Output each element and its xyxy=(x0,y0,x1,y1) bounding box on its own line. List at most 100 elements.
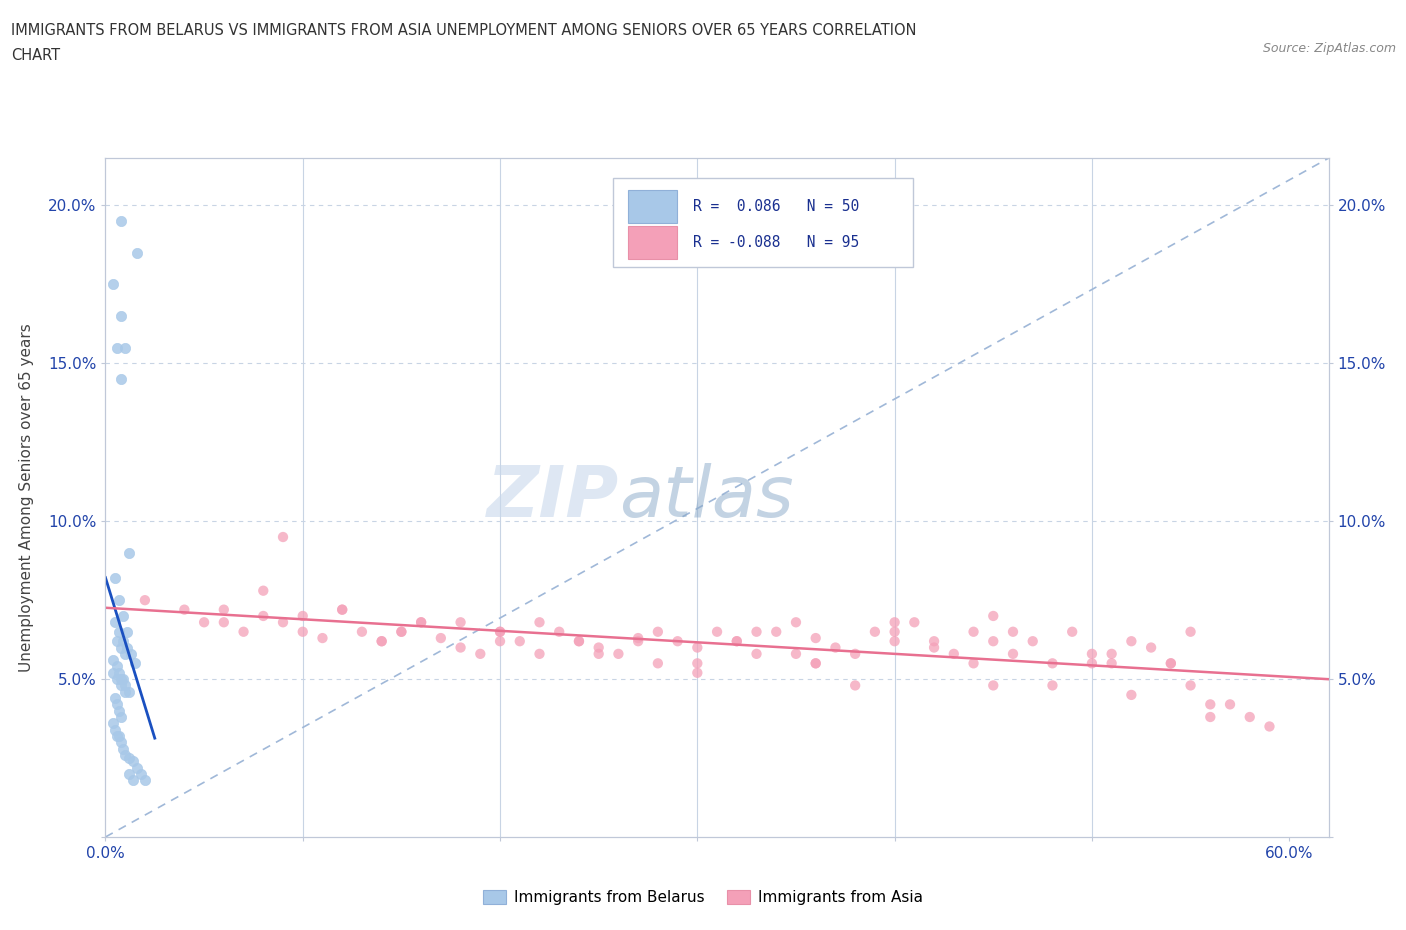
Point xyxy=(1121,687,1143,702)
Point xyxy=(271,529,294,544)
Y-axis label: Unemployment Among Seniors over 65 years: Unemployment Among Seniors over 65 years xyxy=(20,324,34,671)
Point xyxy=(112,671,135,686)
Point xyxy=(103,653,125,668)
Point xyxy=(470,646,492,661)
Point xyxy=(110,710,132,724)
Point xyxy=(883,633,905,648)
Point xyxy=(105,340,128,355)
Point xyxy=(350,624,373,639)
Point xyxy=(112,608,135,623)
Point xyxy=(311,631,333,645)
Text: Source: ZipAtlas.com: Source: ZipAtlas.com xyxy=(1263,42,1396,55)
Point xyxy=(785,615,807,630)
Point xyxy=(105,697,128,711)
Point xyxy=(627,633,650,648)
Point xyxy=(765,624,787,639)
Point xyxy=(666,633,689,648)
Point xyxy=(370,633,392,648)
Point xyxy=(110,678,132,693)
Point xyxy=(389,624,412,639)
Text: IMMIGRANTS FROM BELARUS VS IMMIGRANTS FROM ASIA UNEMPLOYMENT AMONG SENIORS OVER : IMMIGRANTS FROM BELARUS VS IMMIGRANTS FR… xyxy=(11,23,917,38)
Point xyxy=(115,640,138,655)
Point xyxy=(529,646,551,661)
Point xyxy=(489,624,512,639)
Point xyxy=(489,624,512,639)
Point xyxy=(105,728,128,743)
Point xyxy=(686,665,709,680)
Point xyxy=(1042,678,1064,693)
Point xyxy=(271,615,294,630)
Point xyxy=(115,624,138,639)
Point xyxy=(108,728,131,743)
Point xyxy=(193,615,215,630)
Point xyxy=(1180,624,1202,639)
Point xyxy=(114,678,136,693)
Point xyxy=(129,766,152,781)
Point xyxy=(1062,624,1084,639)
Legend: Immigrants from Belarus, Immigrants from Asia: Immigrants from Belarus, Immigrants from… xyxy=(477,884,929,911)
Point xyxy=(588,646,610,661)
Point xyxy=(110,214,132,229)
Point xyxy=(212,603,235,618)
Point xyxy=(981,633,1004,648)
Text: R = -0.088   N = 95: R = -0.088 N = 95 xyxy=(693,234,859,250)
Point xyxy=(103,665,125,680)
Point xyxy=(112,633,135,648)
Point xyxy=(108,703,131,718)
Point xyxy=(430,631,453,645)
Point xyxy=(1180,678,1202,693)
Point xyxy=(450,615,472,630)
Point xyxy=(104,691,127,706)
Point xyxy=(411,615,433,630)
Point xyxy=(124,656,146,671)
Point xyxy=(104,571,127,586)
Point xyxy=(922,640,945,655)
Point xyxy=(745,646,768,661)
Point xyxy=(118,684,141,699)
Point xyxy=(370,633,392,648)
Point xyxy=(108,624,131,639)
Point xyxy=(108,592,131,607)
Point xyxy=(1199,697,1222,711)
Point xyxy=(962,656,984,671)
Point xyxy=(112,741,135,756)
Point xyxy=(105,671,128,686)
Point xyxy=(883,615,905,630)
FancyBboxPatch shape xyxy=(627,226,676,259)
Point xyxy=(103,277,125,292)
Point xyxy=(509,633,531,648)
Point xyxy=(173,603,195,618)
Point xyxy=(568,633,591,648)
Point xyxy=(122,754,145,769)
Point xyxy=(588,640,610,655)
Point xyxy=(844,678,866,693)
Point xyxy=(981,678,1004,693)
Point xyxy=(105,659,128,674)
Point xyxy=(844,646,866,661)
Point xyxy=(232,624,254,639)
Point xyxy=(883,624,905,639)
Point xyxy=(411,615,433,630)
Point xyxy=(1121,633,1143,648)
Point xyxy=(1101,646,1123,661)
Point xyxy=(529,615,551,630)
Point xyxy=(110,640,132,655)
Point xyxy=(103,716,125,731)
Point xyxy=(804,656,827,671)
FancyBboxPatch shape xyxy=(627,190,676,222)
Point xyxy=(1160,656,1182,671)
Point xyxy=(252,583,274,598)
Point xyxy=(108,665,131,680)
Point xyxy=(212,615,235,630)
Point xyxy=(1160,656,1182,671)
Point xyxy=(568,633,591,648)
Point xyxy=(627,631,650,645)
Point xyxy=(134,592,156,607)
Text: CHART: CHART xyxy=(11,48,60,63)
Point xyxy=(922,633,945,648)
Point xyxy=(110,735,132,750)
Point xyxy=(903,615,925,630)
Point xyxy=(1001,624,1024,639)
Point xyxy=(114,646,136,661)
Point xyxy=(863,624,886,639)
